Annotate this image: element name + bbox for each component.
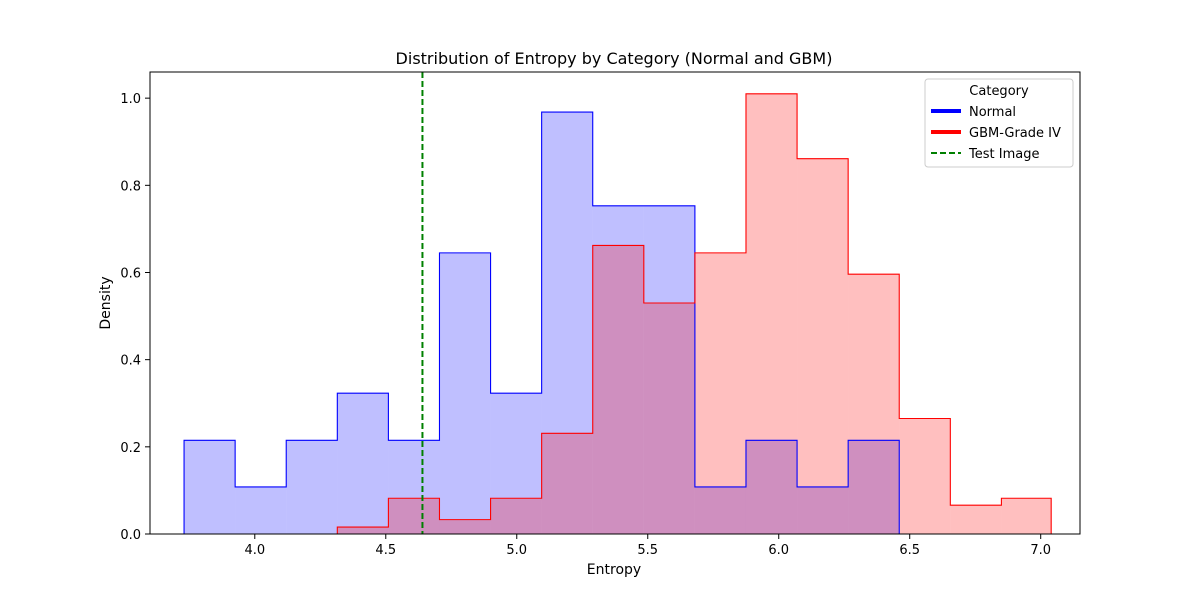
- x-tick-label: 6.5: [899, 543, 920, 558]
- legend-label-test-image: Test Image: [968, 147, 1039, 162]
- histogram-fills: [184, 93, 1052, 535]
- y-tick-label: 0.6: [120, 266, 141, 281]
- legend: Category Normal GBM-Grade IV Test Image: [924, 78, 1074, 168]
- bar-normal-6: [490, 393, 542, 534]
- chart-title: Distribution of Entropy by Category (Nor…: [396, 49, 833, 68]
- bar-normal-3: [337, 393, 389, 534]
- outline-normal: [183, 111, 900, 534]
- bar-gbm-grade-iv-15: [950, 505, 1002, 534]
- y-axis-ticks: 0.0 0.2 0.4 0.6 0.8 1.0: [120, 92, 150, 543]
- y-tick-label: 0.2: [120, 441, 141, 456]
- legend-box: [924, 78, 1074, 168]
- bar-gbm-grade-iv-13: [848, 274, 900, 534]
- bar-normal-5: [439, 252, 491, 534]
- x-tick-label: 4.5: [375, 543, 396, 558]
- bar-normal-4: [388, 440, 440, 534]
- bar-normal-0: [184, 440, 236, 534]
- x-axis-label: Entropy: [587, 562, 641, 578]
- x-tick-label: 7.0: [1030, 543, 1051, 558]
- bar-gbm-grade-iv-16: [1001, 498, 1052, 534]
- bar-normal-10: [694, 486, 746, 534]
- y-tick-label: 1.0: [120, 92, 141, 107]
- x-tick-label: 5.5: [637, 543, 658, 558]
- y-tick-label: 0.0: [120, 528, 141, 543]
- axes-frame: [149, 71, 1081, 535]
- bar-normal-9: [643, 205, 695, 534]
- y-tick-label: 0.4: [120, 354, 141, 369]
- bar-normal-8: [592, 205, 644, 534]
- x-tick-label: 4.0: [244, 543, 265, 558]
- bar-normal-7: [541, 112, 593, 534]
- y-tick-label: 0.8: [120, 179, 141, 194]
- bar-gbm-grade-iv-11: [745, 93, 798, 534]
- bar-gbm-grade-iv-7: [541, 433, 593, 534]
- bar-gbm-grade-iv-14: [899, 418, 951, 534]
- outline-gbm-grade-iv: [184, 93, 1052, 535]
- bar-gbm-grade-iv-9: [643, 303, 695, 534]
- bar-normal-1: [235, 486, 287, 534]
- legend-title: Category: [969, 84, 1029, 99]
- y-axis-label: Density: [98, 276, 114, 329]
- legend-label-normal: Normal: [969, 105, 1016, 120]
- bar-normal-2: [286, 440, 338, 534]
- bar-gbm-grade-iv-8: [592, 245, 644, 534]
- x-tick-label: 6.0: [768, 543, 789, 558]
- bar-gbm-grade-iv-6: [490, 498, 542, 534]
- bar-gbm-grade-iv-5: [439, 519, 491, 534]
- x-tick-label: 5.0: [506, 543, 527, 558]
- bar-normal-13: [848, 440, 900, 534]
- bar-normal-12: [797, 486, 849, 534]
- bar-gbm-grade-iv-10: [694, 252, 746, 534]
- x-axis-ticks: 4.0 4.5 5.0 5.5 6.0 6.5 7.0: [244, 534, 1051, 558]
- legend-label-gbm: GBM-Grade IV: [969, 126, 1061, 141]
- bar-gbm-grade-iv-3: [337, 527, 389, 534]
- bar-gbm-grade-iv-4: [388, 498, 440, 534]
- histogram-outlines: [183, 93, 1052, 535]
- bar-normal-11: [745, 440, 798, 534]
- bar-gbm-grade-iv-12: [797, 158, 849, 535]
